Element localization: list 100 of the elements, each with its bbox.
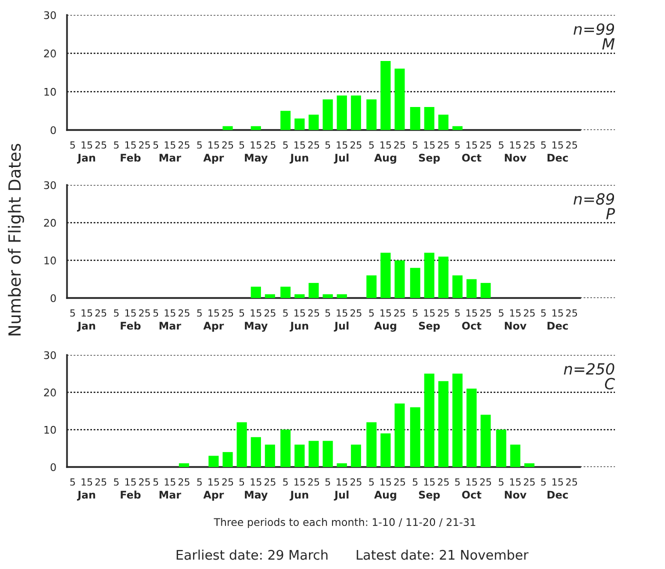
x-tick-label: 25 — [524, 478, 535, 486]
x-tick-label: 5 — [369, 141, 374, 149]
bar — [452, 126, 463, 130]
x-tick-label: 5 — [325, 478, 330, 486]
text: Sep — [419, 490, 440, 501]
bar — [250, 126, 261, 130]
x-tick-label: 15 — [294, 141, 305, 149]
bar — [480, 282, 491, 298]
bar — [308, 114, 319, 130]
x-tick-label: 15 — [294, 309, 305, 317]
x-tick-label: 25 — [264, 309, 276, 317]
x-tick-label: 15 — [466, 309, 477, 317]
bar — [322, 294, 333, 298]
x-tick-label: 25 — [566, 309, 577, 317]
bar — [438, 381, 448, 467]
text: Apr — [203, 490, 224, 501]
x-tick-label: 5 — [541, 141, 546, 149]
bar — [466, 279, 477, 298]
text: Nov — [504, 490, 526, 499]
bar — [410, 107, 420, 130]
x-tick-label: 15 — [380, 141, 391, 149]
bar — [438, 114, 448, 130]
x-tick-label: 15 — [125, 309, 136, 317]
x-tick-label: 15 — [424, 478, 435, 486]
x-tick-label: 5 — [498, 478, 504, 486]
x-tick-label: 25 — [264, 478, 276, 486]
x-tick-label: 25 — [566, 478, 577, 486]
text: Jun — [290, 154, 308, 164]
text: Feb — [120, 322, 141, 330]
bar — [366, 99, 377, 130]
y-tick-label: 10 — [44, 88, 56, 96]
x-tick-label: 5 — [541, 478, 546, 486]
x-tick-label: 25 — [222, 478, 234, 486]
y-tick-label: 30 — [44, 181, 56, 190]
x-tick-label: 5 — [114, 478, 119, 486]
x-tick-label: 15 — [82, 478, 92, 486]
text: Apr — [203, 154, 224, 164]
bar — [250, 286, 261, 298]
text: Aug — [374, 490, 396, 501]
text: Oct — [462, 490, 482, 499]
bar — [178, 463, 190, 467]
bar — [336, 463, 347, 467]
text: n=89 P — [574, 193, 615, 220]
bar — [280, 430, 291, 467]
bar — [424, 252, 434, 298]
bar — [410, 407, 420, 467]
x-tick-label: 15 — [552, 478, 563, 486]
x-tick-label: 25 — [350, 141, 362, 149]
x-tick-label: 15 — [164, 478, 176, 486]
x-tick-label: 25 — [438, 309, 449, 317]
bar — [424, 374, 434, 467]
x-tick-label: 5 — [412, 478, 418, 486]
x-tick-label: 25 — [566, 141, 577, 149]
bar — [222, 452, 233, 467]
x-tick-label: 15 — [208, 141, 219, 149]
text: Jul — [334, 490, 348, 501]
x-tick-label: 5 — [541, 309, 546, 317]
x-tick-label: 5 — [283, 309, 288, 317]
text: Nov — [504, 154, 526, 162]
x-tick-label: 5 — [412, 309, 418, 317]
x-tick-label: 5 — [153, 478, 158, 486]
text: Mar — [160, 154, 182, 162]
text: Dec — [548, 322, 568, 330]
x-tick-label: 25 — [394, 309, 406, 317]
x-tick-label: 15 — [510, 141, 521, 149]
x-tick-label: 15 — [424, 141, 435, 149]
y-tick-label: 0 — [50, 463, 56, 472]
y-axis-title: Number of Flight Dates — [8, 144, 24, 336]
bar — [208, 456, 219, 467]
x-tick-label: 25 — [178, 141, 190, 149]
x-tick-label: 5 — [239, 141, 244, 149]
text: Jan — [76, 322, 96, 332]
x-tick-label: 15 — [250, 478, 262, 486]
text: Mar — [160, 322, 182, 330]
text: Aug — [374, 154, 396, 164]
x-tick-label: 15 — [82, 141, 92, 149]
x-tick-label: 25 — [524, 309, 535, 317]
bar — [394, 260, 405, 298]
x-tick-label: 25 — [178, 478, 190, 486]
x-tick-label: 15 — [250, 309, 262, 317]
x-tick-label: 25 — [438, 478, 449, 486]
y-tick-label: 20 — [44, 218, 56, 227]
x-tick-label: 5 — [455, 141, 460, 149]
bar — [438, 256, 448, 298]
bar — [308, 440, 319, 467]
text: Apr — [203, 322, 224, 332]
x-tick-label: 25 — [222, 141, 234, 149]
bar — [350, 96, 362, 130]
x-tick-label: 25 — [480, 309, 491, 317]
x-tick-label: 5 — [498, 141, 504, 149]
text: Oct — [462, 154, 482, 162]
x-tick-label: 15 — [125, 478, 136, 486]
y-tick-label: 10 — [44, 426, 56, 434]
text: May — [244, 490, 268, 501]
x-tick-label: 15 — [336, 141, 348, 149]
x-tick-label: 25 — [139, 309, 150, 317]
bar — [336, 294, 347, 298]
x-tick-label: 15 — [552, 141, 563, 149]
bar — [452, 374, 463, 467]
x-tick-label: 25 — [95, 478, 106, 486]
